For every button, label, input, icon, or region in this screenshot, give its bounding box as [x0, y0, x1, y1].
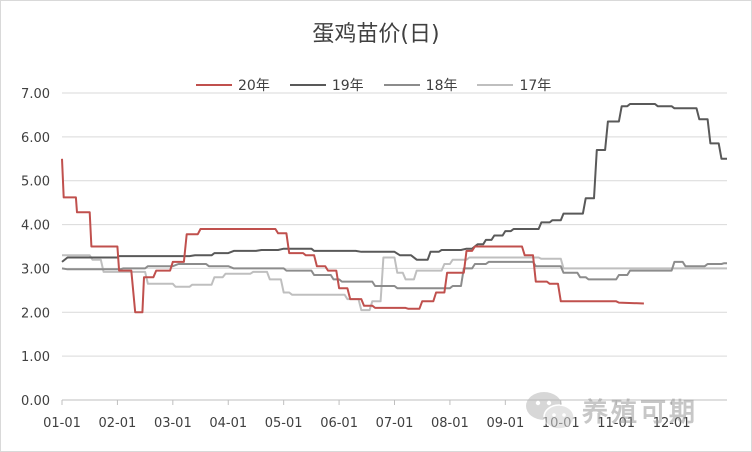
- y-tick-label: 3.00: [21, 262, 50, 277]
- legend-swatch: [477, 84, 514, 86]
- x-tick-label: 04-01: [209, 416, 247, 431]
- wechat-icon: [526, 392, 575, 430]
- x-tick-label: 02-01: [99, 416, 137, 431]
- legend-label: 18年: [425, 78, 458, 94]
- y-tick-label: 2.00: [21, 306, 50, 321]
- legend-item: 19年: [289, 75, 364, 95]
- legend-item: 18年: [383, 75, 458, 95]
- legend-label: 19年: [331, 78, 364, 94]
- x-tick-label: 01-01: [43, 416, 81, 431]
- x-tick-label: 06-01: [320, 416, 358, 431]
- legend-label: 17年: [519, 78, 552, 94]
- legend-label: 20年: [238, 78, 270, 94]
- x-tick-label: 05-01: [265, 416, 303, 431]
- y-tick-label: 5.00: [21, 175, 50, 190]
- x-tick-label: 07-01: [376, 416, 414, 431]
- legend-item: 17年: [477, 75, 551, 95]
- y-tick-label: 6.00: [21, 131, 50, 146]
- chart-legend: 20年 19年 18年 17年: [196, 75, 571, 95]
- x-tick-label: 12-01: [653, 416, 691, 431]
- x-tick-label: 09-01: [486, 416, 524, 431]
- y-tick-label: 1.00: [21, 350, 50, 365]
- legend-swatch: [289, 84, 326, 86]
- watermark-text: 养殖可期: [582, 397, 699, 428]
- legend-item: 20年: [196, 75, 270, 95]
- series-line-17年: [62, 254, 727, 312]
- legend-swatch: [196, 84, 232, 86]
- x-tick-label: 11-01: [597, 416, 635, 431]
- y-tick-label: 0.00: [21, 394, 50, 409]
- watermark: 养殖可期: [524, 388, 698, 432]
- y-tick-label: 4.00: [21, 219, 50, 234]
- series-line-20年: [61, 158, 644, 314]
- x-tick-label: 08-01: [431, 416, 469, 431]
- chart-title: 蛋鸡苗价(日): [312, 22, 440, 47]
- x-tick-label: 03-01: [154, 416, 192, 431]
- series-line-18年: [61, 260, 727, 290]
- y-tick-label: 7.00: [21, 87, 50, 102]
- legend-swatch: [383, 84, 420, 86]
- series-line-19年: [61, 103, 727, 263]
